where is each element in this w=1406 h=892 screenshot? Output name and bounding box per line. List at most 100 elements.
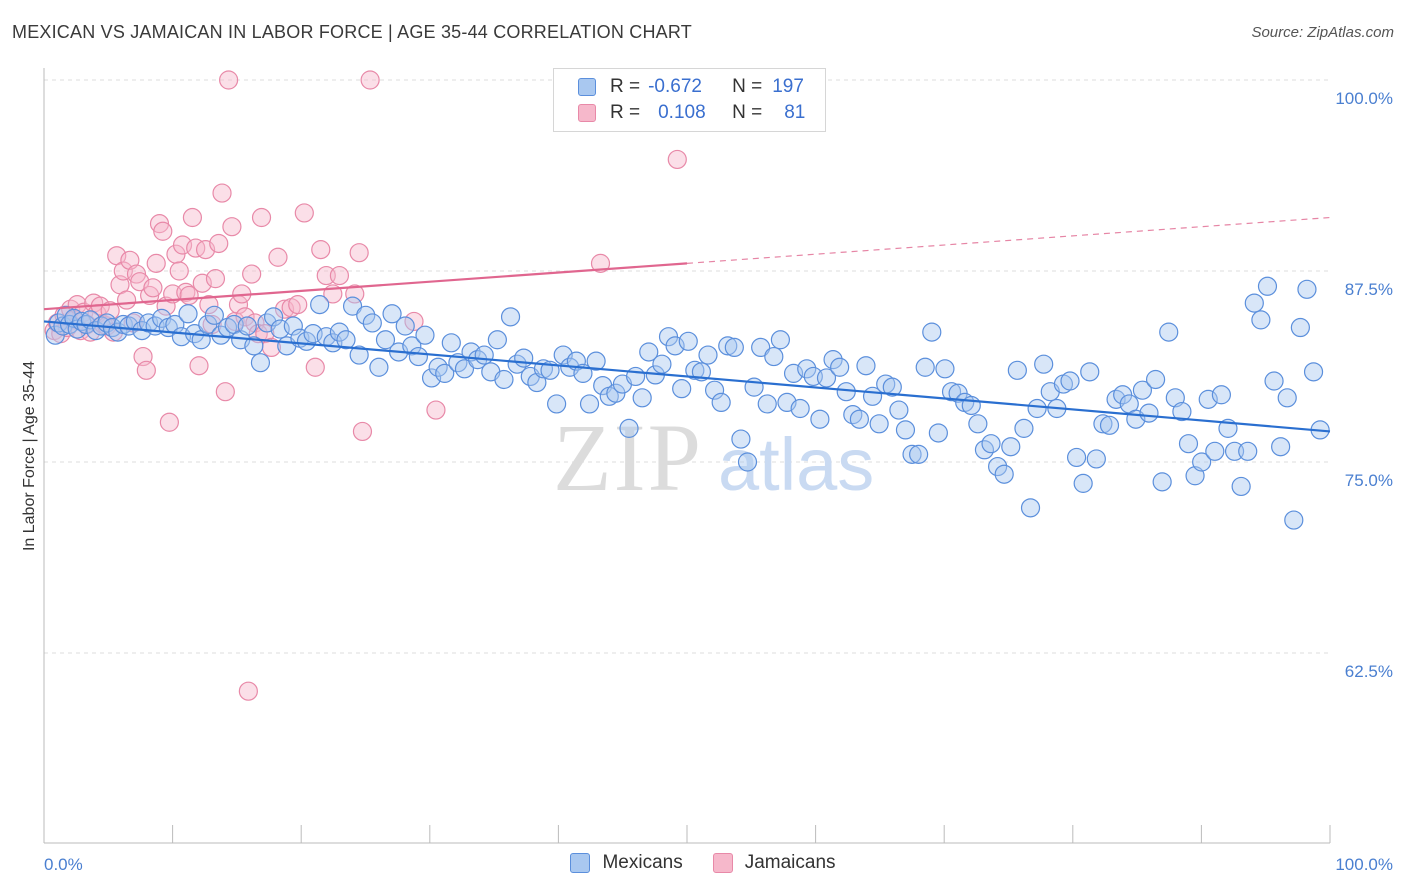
jamaican-point — [176, 282, 196, 302]
mexican-point — [685, 360, 705, 380]
mexican-point — [349, 345, 369, 365]
jamaican-point — [100, 301, 120, 321]
mexican-point — [698, 345, 718, 365]
mexican-point — [731, 429, 751, 449]
jamaican-point — [212, 183, 232, 203]
mexicans-trend-line — [43, 320, 1331, 433]
legend-r-label: R = — [610, 102, 641, 123]
legend-r-value: 0.108 — [658, 102, 706, 123]
mexican-point — [1066, 447, 1087, 468]
mexican-point — [889, 400, 909, 420]
legend-n-label: N = — [732, 102, 763, 123]
mexican-point — [672, 379, 692, 399]
legend-n-label: N = — [732, 76, 763, 97]
jamaican-point — [288, 295, 308, 315]
jamaican-point — [182, 207, 203, 228]
mexican-point — [849, 409, 869, 429]
mexican-point — [244, 336, 264, 356]
mexican-point — [711, 392, 731, 413]
jamaican-point — [294, 203, 314, 223]
legend-r-label: R = — [610, 76, 641, 97]
mexican-point — [336, 330, 356, 350]
mexican-point — [810, 409, 830, 429]
mexican-point — [704, 380, 725, 400]
mexican-point — [547, 394, 567, 414]
mexican-point — [764, 346, 784, 367]
mexican-point — [915, 357, 935, 377]
jamaican-point — [153, 221, 173, 241]
jamaican-point — [186, 238, 206, 258]
mexican-point — [1264, 371, 1284, 391]
jamaican-point — [268, 247, 288, 267]
jamaican-point — [205, 269, 226, 289]
mexican-point — [922, 322, 942, 342]
mexican-point — [375, 330, 396, 350]
jamaican-point — [345, 284, 365, 304]
jamaican-point — [590, 253, 611, 273]
mexican-point — [1007, 360, 1027, 380]
mexican-point — [395, 316, 415, 336]
jamaicans-trend-line — [43, 262, 688, 311]
jamaican-point — [352, 421, 373, 442]
mexican-point — [382, 304, 402, 324]
mexican-point — [816, 368, 837, 388]
mexican-point — [356, 305, 376, 325]
legend-row-jamaicans: R = 0.108 N = 81 — [578, 100, 805, 126]
y-tick-label: 62.5% — [1345, 662, 1393, 681]
jamaican-point — [238, 681, 258, 701]
mexican-point — [902, 444, 922, 464]
mexican-point — [415, 325, 435, 345]
jamaican-point — [219, 70, 239, 90]
legend-row-mexicans: R = -0.672 N = 197 — [578, 74, 804, 100]
mexican-point — [830, 357, 850, 377]
mexican-point — [797, 359, 817, 379]
jamaican-point — [169, 261, 189, 281]
jamaican-point — [360, 70, 380, 90]
mexican-point — [1152, 472, 1172, 492]
legend-swatch-blue — [578, 78, 596, 96]
mexican-point — [441, 333, 461, 353]
mexican-point — [718, 336, 738, 356]
mexican-point — [1290, 317, 1310, 338]
legend-n-value: 197 — [772, 76, 804, 97]
mexicans-points — [45, 276, 1330, 530]
mexican-point — [1172, 401, 1192, 422]
mexican-point — [1231, 476, 1251, 497]
mexican-point — [1099, 415, 1120, 435]
y-tick-label: 75.0% — [1345, 471, 1393, 490]
mexican-point — [869, 414, 889, 434]
mexican-point — [928, 423, 948, 443]
jamaican-point — [159, 412, 179, 432]
source-label[interactable]: Source: ZipAtlas.com — [1251, 24, 1394, 41]
jamaican-point — [349, 243, 369, 263]
mexican-point — [1027, 398, 1047, 419]
mexican-point — [836, 382, 856, 402]
mexican-point — [981, 434, 1001, 454]
mexican-point — [652, 354, 672, 374]
mexican-point — [1303, 362, 1324, 382]
x-tick-labels: 0.0% 100.0% — [44, 855, 1393, 874]
mexican-point — [1244, 293, 1264, 313]
mexican-point — [494, 369, 514, 390]
mexican-point — [823, 350, 843, 370]
mexican-point — [1271, 437, 1291, 457]
legend-item-jamaicans[interactable]: Jamaicans — [712, 852, 836, 874]
mexican-point — [757, 394, 777, 414]
mexican-point — [1060, 371, 1080, 391]
mexican-point — [790, 398, 810, 419]
jamaican-point — [251, 207, 272, 228]
mexican-point — [1178, 434, 1199, 454]
mexican-point — [329, 322, 350, 342]
watermark: ZIP atlas — [553, 404, 874, 511]
legend-n-value: 81 — [784, 102, 806, 123]
mexican-point — [402, 336, 422, 356]
mexican-point — [1020, 498, 1041, 518]
jamaican-point — [242, 264, 262, 284]
mexican-point — [632, 388, 652, 408]
mexican-point — [1211, 385, 1231, 405]
axes — [43, 68, 1331, 844]
mexican-point — [474, 345, 494, 365]
legend-item-mexicans[interactable]: Mexicans — [570, 852, 683, 874]
jamaican-point — [209, 233, 229, 254]
